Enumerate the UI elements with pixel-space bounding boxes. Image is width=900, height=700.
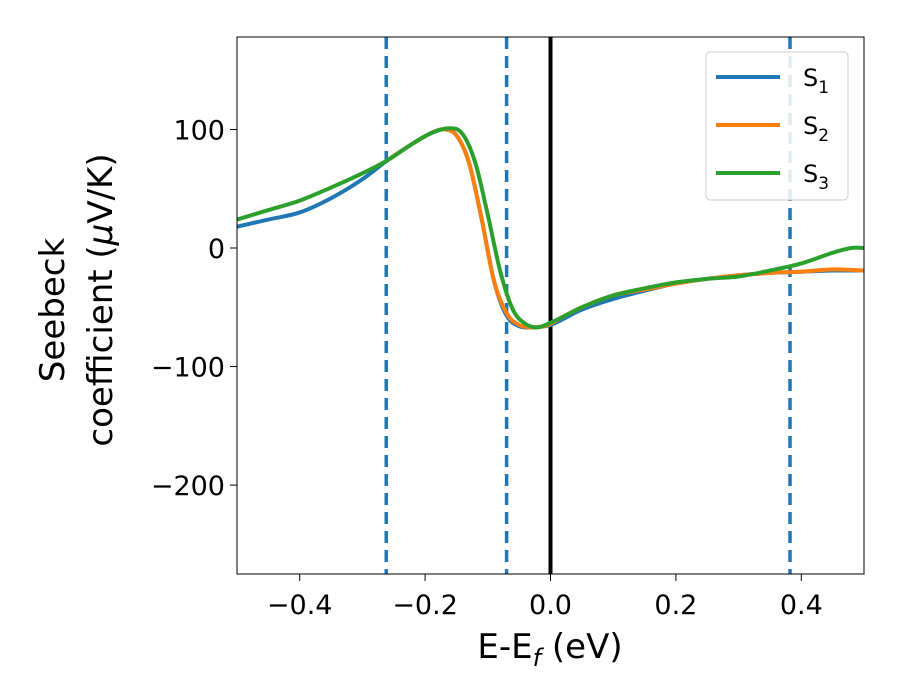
y-axis-label-line1: Seebeck <box>33 238 73 383</box>
x-tick-label: 0.4 <box>780 590 823 621</box>
series-lines <box>237 126 864 330</box>
y-tick-label: −100 <box>151 353 225 384</box>
x-tick-label: −0.4 <box>267 590 333 621</box>
plot-area <box>237 37 864 574</box>
y-tick-label: 100 <box>173 115 225 146</box>
series-line-s3 <box>237 126 864 330</box>
y-axis-label: Seebeck coefficient (μV/K) <box>33 153 121 446</box>
x-axis-ticks: −0.4 −0.2 0.0 0.2 0.4 <box>267 574 823 621</box>
legend-label-s3: S3 <box>803 160 829 194</box>
x-tick-label: 0.0 <box>529 590 572 621</box>
legend-label-s2: S2 <box>803 112 829 146</box>
legend-items: S1 S2 S3 <box>716 64 829 194</box>
legend-label-s1: S1 <box>803 64 829 98</box>
y-tick-label: −200 <box>151 471 225 502</box>
x-tick-label: −0.2 <box>392 590 458 621</box>
y-axis-label-line2: coefficient (μV/K) <box>81 153 121 446</box>
y-axis-ticks: 100 0 −100 −200 <box>151 115 237 502</box>
x-axis-label: E-Ef (eV) <box>477 627 622 672</box>
reference-lines <box>384 37 792 574</box>
legend: S1 S2 S3 <box>705 51 849 201</box>
y-tick-label: 0 <box>208 234 225 265</box>
x-tick-label: 0.2 <box>654 590 697 621</box>
